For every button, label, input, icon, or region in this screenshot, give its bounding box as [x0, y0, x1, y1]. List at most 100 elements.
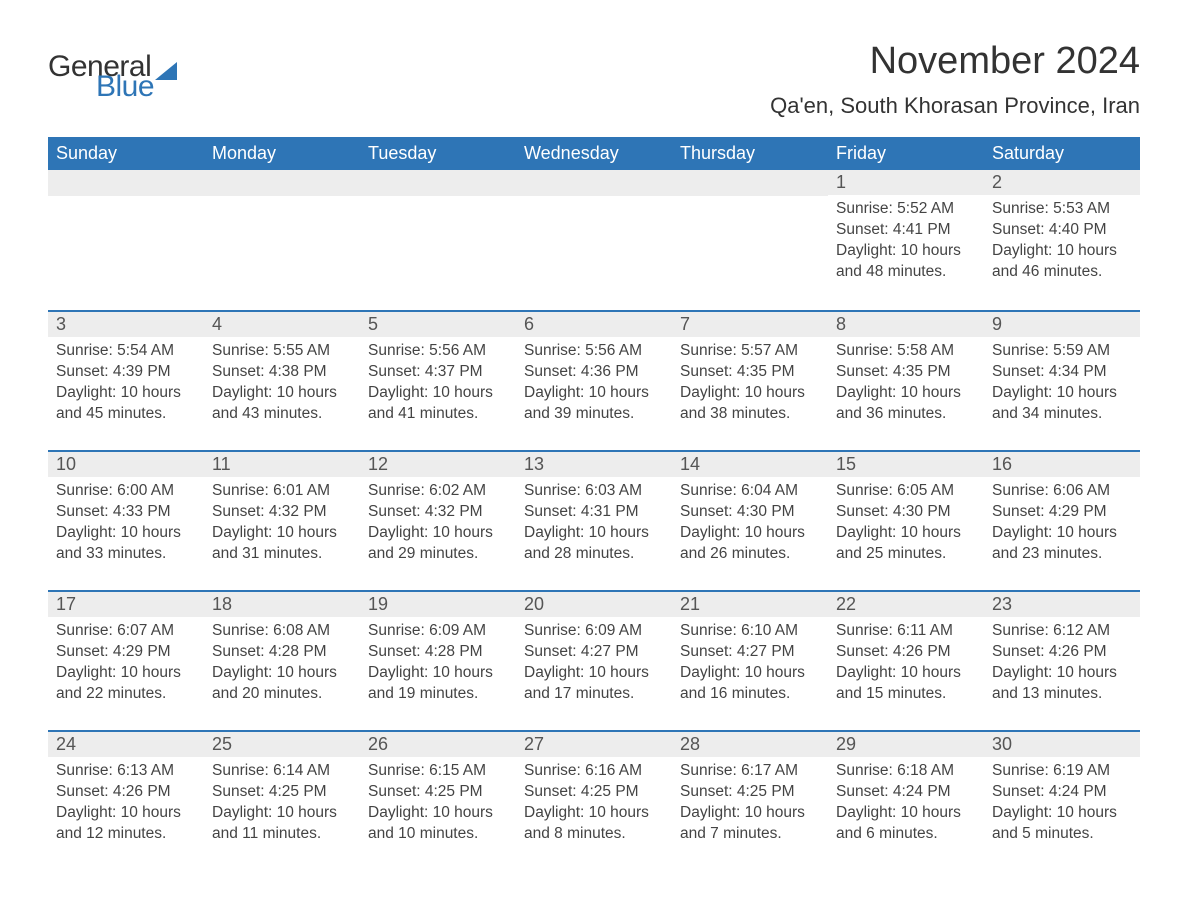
day-number: 29	[828, 732, 984, 757]
day-number: 8	[828, 312, 984, 337]
daylight-text: Daylight: 10 hours and 38 minutes.	[680, 383, 820, 425]
sunset-text: Sunset: 4:25 PM	[524, 782, 664, 803]
calendar-week: 24Sunrise: 6:13 AMSunset: 4:26 PMDayligh…	[48, 730, 1140, 870]
sunset-text: Sunset: 4:34 PM	[992, 362, 1132, 383]
day-body: Sunrise: 6:11 AMSunset: 4:26 PMDaylight:…	[828, 617, 984, 713]
weekday-header: Sunday	[48, 137, 204, 170]
day-cell: 28Sunrise: 6:17 AMSunset: 4:25 PMDayligh…	[672, 732, 828, 870]
daylight-text: Daylight: 10 hours and 15 minutes.	[836, 663, 976, 705]
sunrise-text: Sunrise: 5:58 AM	[836, 341, 976, 362]
daylight-text: Daylight: 10 hours and 16 minutes.	[680, 663, 820, 705]
weekday-header: Monday	[204, 137, 360, 170]
day-number	[48, 170, 204, 196]
day-body: Sunrise: 5:57 AMSunset: 4:35 PMDaylight:…	[672, 337, 828, 433]
day-number: 7	[672, 312, 828, 337]
sunset-text: Sunset: 4:26 PM	[56, 782, 196, 803]
day-number: 5	[360, 312, 516, 337]
daylight-text: Daylight: 10 hours and 11 minutes.	[212, 803, 352, 845]
sunset-text: Sunset: 4:40 PM	[992, 220, 1132, 241]
sunrise-text: Sunrise: 6:12 AM	[992, 621, 1132, 642]
daylight-text: Daylight: 10 hours and 26 minutes.	[680, 523, 820, 565]
day-number: 25	[204, 732, 360, 757]
header: General Blue November 2024 Qa'en, South …	[48, 40, 1140, 119]
day-number: 3	[48, 312, 204, 337]
logo: General Blue	[48, 52, 177, 102]
day-cell: 13Sunrise: 6:03 AMSunset: 4:31 PMDayligh…	[516, 452, 672, 590]
day-cell: 17 Sunrise: 6:07 AMSunset: 4:29 PMDayligh…	[48, 592, 204, 730]
day-number	[672, 170, 828, 196]
empty-day-cell	[516, 170, 672, 310]
daylight-text: Daylight: 10 hours and 33 minutes.	[56, 523, 196, 565]
sunrise-text: Sunrise: 6:17 AM	[680, 761, 820, 782]
sunset-text: Sunset: 4:28 PM	[368, 642, 508, 663]
sunrise-text: Sunrise: 5:57 AM	[680, 341, 820, 362]
day-cell: 18Sunrise: 6:08 AMSunset: 4:28 PMDayligh…	[204, 592, 360, 730]
day-body: Sunrise: 6:05 AMSunset: 4:30 PMDaylight:…	[828, 477, 984, 573]
day-number: 21	[672, 592, 828, 617]
sunrise-text: Sunrise: 6:11 AM	[836, 621, 976, 642]
day-number: 9	[984, 312, 1140, 337]
sunrise-text: Sunrise: 6:07 AM	[56, 621, 196, 642]
day-body: Sunrise: 6:08 AMSunset: 4:28 PMDaylight:…	[204, 617, 360, 713]
sunrise-text: Sunrise: 6:19 AM	[992, 761, 1132, 782]
daylight-text: Daylight: 10 hours and 46 minutes.	[992, 241, 1132, 283]
daylight-text: Daylight: 10 hours and 6 minutes.	[836, 803, 976, 845]
sunset-text: Sunset: 4:25 PM	[212, 782, 352, 803]
sunrise-text: Sunrise: 6:10 AM	[680, 621, 820, 642]
sunset-text: Sunset: 4:28 PM	[212, 642, 352, 663]
day-number: 15	[828, 452, 984, 477]
sunrise-text: Sunrise: 6:03 AM	[524, 481, 664, 502]
weekday-header: Friday	[828, 137, 984, 170]
day-number: 28	[672, 732, 828, 757]
daylight-text: Daylight: 10 hours and 22 minutes.	[56, 663, 196, 705]
day-cell: 1Sunrise: 5:52 AMSunset: 4:41 PMDaylight…	[828, 170, 984, 310]
day-cell: 12Sunrise: 6:02 AMSunset: 4:32 PMDayligh…	[360, 452, 516, 590]
day-number: 19	[360, 592, 516, 617]
weekday-header: Thursday	[672, 137, 828, 170]
sunset-text: Sunset: 4:36 PM	[524, 362, 664, 383]
sunset-text: Sunset: 4:27 PM	[680, 642, 820, 663]
day-body: Sunrise: 6:15 AMSunset: 4:25 PMDaylight:…	[360, 757, 516, 853]
sunset-text: Sunset: 4:39 PM	[56, 362, 196, 383]
daylight-text: Daylight: 10 hours and 7 minutes.	[680, 803, 820, 845]
sunset-text: Sunset: 4:26 PM	[836, 642, 976, 663]
sunset-text: Sunset: 4:30 PM	[680, 502, 820, 523]
sunset-text: Sunset: 4:24 PM	[992, 782, 1132, 803]
sunrise-text: Sunrise: 6:06 AM	[992, 481, 1132, 502]
day-cell: 2Sunrise: 5:53 AMSunset: 4:40 PMDaylight…	[984, 170, 1140, 310]
weekday-header: Tuesday	[360, 137, 516, 170]
day-number: 4	[204, 312, 360, 337]
weekday-header-row: Sunday Monday Tuesday Wednesday Thursday…	[48, 137, 1140, 170]
day-cell: 4Sunrise: 5:55 AMSunset: 4:38 PMDaylight…	[204, 312, 360, 450]
calendar-week: 17Sunrise: 6:07 AMSunset: 4:29 PMDayligh…	[48, 590, 1140, 730]
day-number: 20	[516, 592, 672, 617]
sunrise-text: Sunrise: 6:09 AM	[368, 621, 508, 642]
day-cell: 29Sunrise: 6:18 AMSunset: 4:24 PMDayligh…	[828, 732, 984, 870]
day-number: 24	[48, 732, 204, 757]
day-cell: 30Sunrise: 6:19 AMSunset: 4:24 PMDayligh…	[984, 732, 1140, 870]
logo-blue-text: Blue	[96, 72, 177, 102]
day-cell: 22Sunrise: 6:11 AMSunset: 4:26 PMDayligh…	[828, 592, 984, 730]
day-body: Sunrise: 6:03 AMSunset: 4:31 PMDaylight:…	[516, 477, 672, 573]
day-number: 17	[48, 592, 204, 617]
day-number: 23	[984, 592, 1140, 617]
sunset-text: Sunset: 4:29 PM	[56, 642, 196, 663]
daylight-text: Daylight: 10 hours and 34 minutes.	[992, 383, 1132, 425]
day-number: 12	[360, 452, 516, 477]
day-number: 2	[984, 170, 1140, 195]
sunrise-text: Sunrise: 6:05 AM	[836, 481, 976, 502]
day-cell: 5Sunrise: 5:56 AMSunset: 4:37 PMDaylight…	[360, 312, 516, 450]
day-body: Sunrise: 6:10 AMSunset: 4:27 PMDaylight:…	[672, 617, 828, 713]
sunset-text: Sunset: 4:25 PM	[368, 782, 508, 803]
sunset-text: Sunset: 4:35 PM	[680, 362, 820, 383]
sunset-text: Sunset: 4:35 PM	[836, 362, 976, 383]
daylight-text: Daylight: 10 hours and 10 minutes.	[368, 803, 508, 845]
day-cell: 15Sunrise: 6:05 AMSunset: 4:30 PMDayligh…	[828, 452, 984, 590]
empty-day-cell	[204, 170, 360, 310]
day-cell: 26Sunrise: 6:15 AMSunset: 4:25 PMDayligh…	[360, 732, 516, 870]
day-body: Sunrise: 6:13 AMSunset: 4:26 PMDaylight:…	[48, 757, 204, 853]
day-body: Sunrise: 5:56 AMSunset: 4:36 PMDaylight:…	[516, 337, 672, 433]
day-cell: 25Sunrise: 6:14 AMSunset: 4:25 PMDayligh…	[204, 732, 360, 870]
day-cell: 21Sunrise: 6:10 AMSunset: 4:27 PMDayligh…	[672, 592, 828, 730]
sunrise-text: Sunrise: 5:52 AM	[836, 199, 976, 220]
